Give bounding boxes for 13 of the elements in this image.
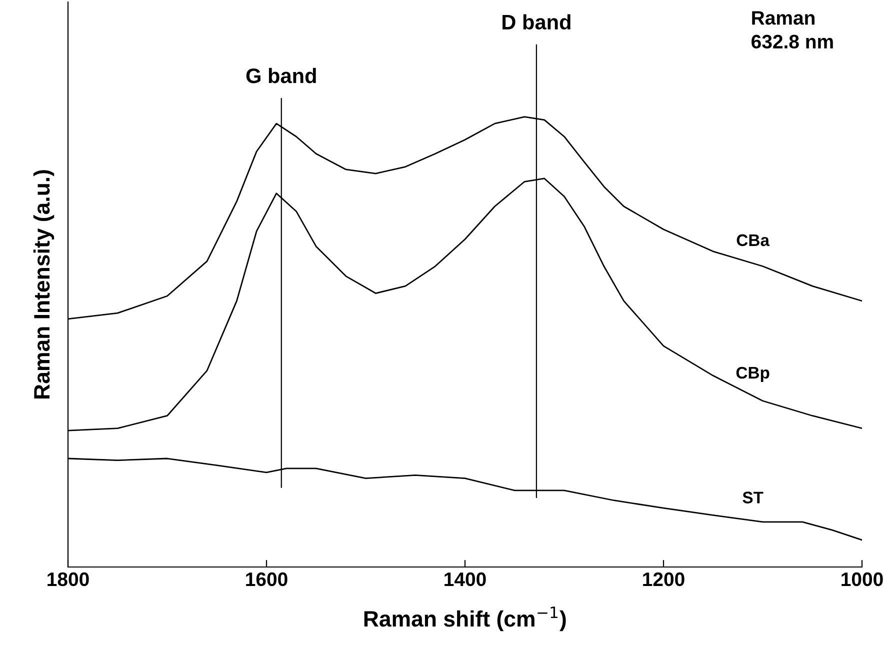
y-axis-title: Raman Intensity (a.u.) — [33, 170, 54, 398]
x-tick-label: 1400 — [444, 572, 486, 586]
series-label: CBa — [736, 234, 770, 246]
x-axis-title: Raman shift (cm$^{−1}$) — [364, 606, 566, 632]
ref-line-label: G band — [246, 68, 316, 84]
ref-line-label: D band — [502, 14, 570, 30]
x-tick-label: 1800 — [48, 572, 89, 586]
text: Raman 632.8 nm — [752, 11, 833, 49]
x-tick-label: 1600 — [246, 572, 288, 586]
x-tick-label: 1200 — [643, 572, 684, 586]
series-label: ST — [742, 492, 764, 504]
series-label: CBp — [736, 366, 770, 382]
x-tick-label: 1000 — [842, 572, 883, 586]
